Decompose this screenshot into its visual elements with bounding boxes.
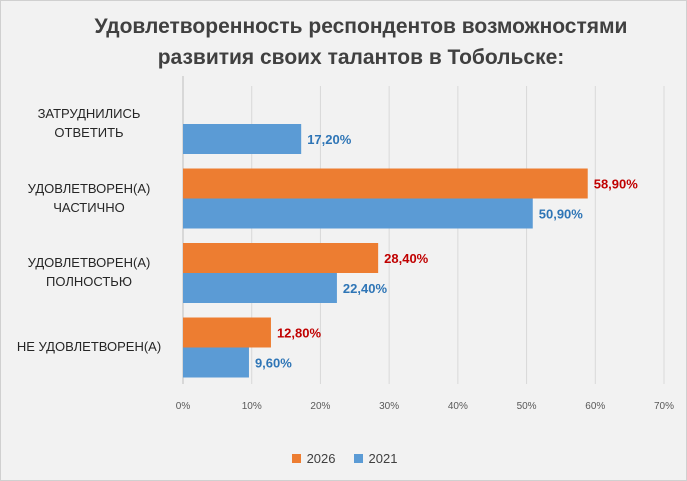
category-label-line: УДОВЛЕТВОРЕН(А)	[27, 180, 151, 196]
bar-2021	[183, 124, 302, 154]
legend-swatch	[291, 454, 301, 463]
x-tick-label: 60%	[585, 401, 605, 412]
bar-2021	[183, 347, 249, 378]
data-label-2021: 22,40%	[343, 281, 388, 296]
x-tick-label: 0%	[176, 401, 191, 412]
x-tick-label: 70%	[654, 401, 674, 412]
data-label-2021: 17,20%	[307, 132, 352, 147]
data-label-2026: 12,80%	[277, 326, 322, 341]
chart-title-line-2: развития своих талантов в Тобольске:	[157, 46, 565, 69]
category-label-line: НЕ УДОВЛЕТВОРЕН(А)	[16, 339, 162, 354]
chart-title-line-1: Удовлетворенность респондентов возможнос…	[94, 15, 628, 38]
x-tick-label: 40%	[448, 401, 468, 412]
category-label: УДОВЛЕТВОРЕН(А) ПОЛНОСТЬЮ	[1, 253, 177, 291]
category-label-line: ОТВЕТИТЬ	[54, 125, 124, 140]
legend-label: 2026	[306, 451, 336, 466]
x-tick-label: 20%	[310, 401, 330, 412]
category-label: УДОВЛЕТВОРЕН(А) ЧАСТИЧНО	[1, 179, 177, 217]
legend-item-2021: 2021	[353, 451, 398, 466]
bar-2021	[183, 198, 533, 229]
data-label-2021: 50,90%	[539, 207, 584, 222]
x-tick-label: 10%	[242, 401, 262, 412]
legend-item-2026: 2026	[291, 451, 336, 466]
bar-2026	[183, 168, 588, 199]
x-tick-label: 50%	[517, 401, 537, 412]
plot-area: 0% 10% 20% 30% 40% 50% 60% 70% 17,20% 58,90% 50,90…	[176, 76, 674, 412]
category-label-line: УДОВЛЕТВОРЕН(А)	[27, 255, 151, 270]
legend-label: 2021	[368, 451, 398, 466]
data-label-2026: 58,90%	[594, 177, 639, 192]
bar-2021	[183, 273, 337, 303]
bar-2026	[183, 243, 379, 273]
data-label-2026: 28,40%	[384, 251, 429, 266]
category-label-line: ЧАСТИЧНО	[53, 199, 125, 215]
category-label: ЗАТРУДНИЛИСЬ ОТВЕТИТЬ	[1, 104, 177, 142]
category-label: НЕ УДОВЛЕТВОРЕН(А)	[1, 337, 177, 356]
category-label-line: ПОЛНОСТЬЮ	[46, 274, 132, 289]
bar-2026	[183, 317, 271, 348]
legend-swatch	[353, 454, 363, 463]
chart-title: Удовлетворенность респондентов возможнос…	[61, 11, 661, 73]
legend: 2026 2021	[1, 451, 687, 466]
data-label-2021: 9,60%	[255, 356, 292, 371]
x-tick-label: 30%	[379, 401, 399, 412]
category-label-line: ЗАТРУДНИЛИСЬ	[37, 106, 141, 121]
